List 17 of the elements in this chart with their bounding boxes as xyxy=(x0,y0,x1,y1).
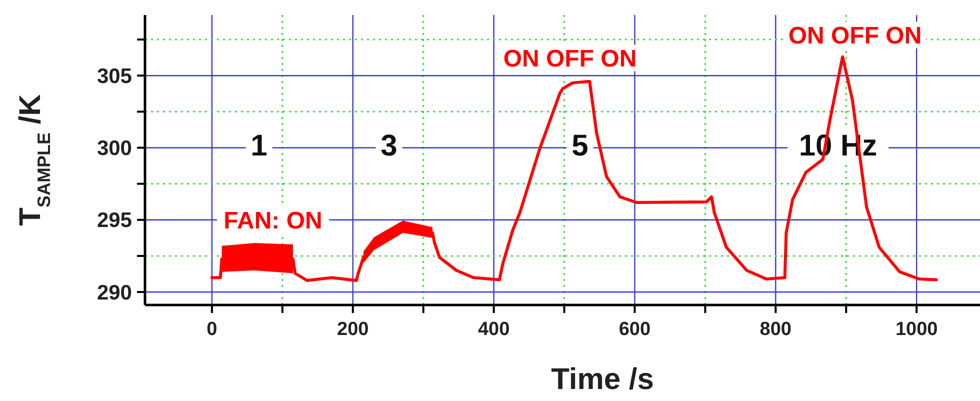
x-tick-label: 200 xyxy=(337,319,369,340)
annotation: 1 xyxy=(250,130,268,162)
x-tick-label: 0 xyxy=(206,319,218,340)
x-tick-label: 800 xyxy=(760,319,792,340)
annotation: 5 xyxy=(572,130,588,162)
y-tick-label: 305 xyxy=(96,64,132,88)
y-tick-label: 290 xyxy=(96,281,132,304)
annotation: 3 xyxy=(380,130,398,162)
annotation: ON OFF ON xyxy=(503,45,637,72)
x-tick-label: 600 xyxy=(618,319,651,340)
annotation: FAN: ON xyxy=(224,207,322,234)
y-tick-label: 295 xyxy=(96,209,132,232)
annotation: ON OFF ON xyxy=(788,22,922,50)
x-tick-label: 400 xyxy=(478,319,510,340)
x-axis-title: Time /s xyxy=(551,363,654,396)
y-tick-label: 300 xyxy=(96,137,132,160)
x-tick-label: 1000 xyxy=(895,319,938,340)
